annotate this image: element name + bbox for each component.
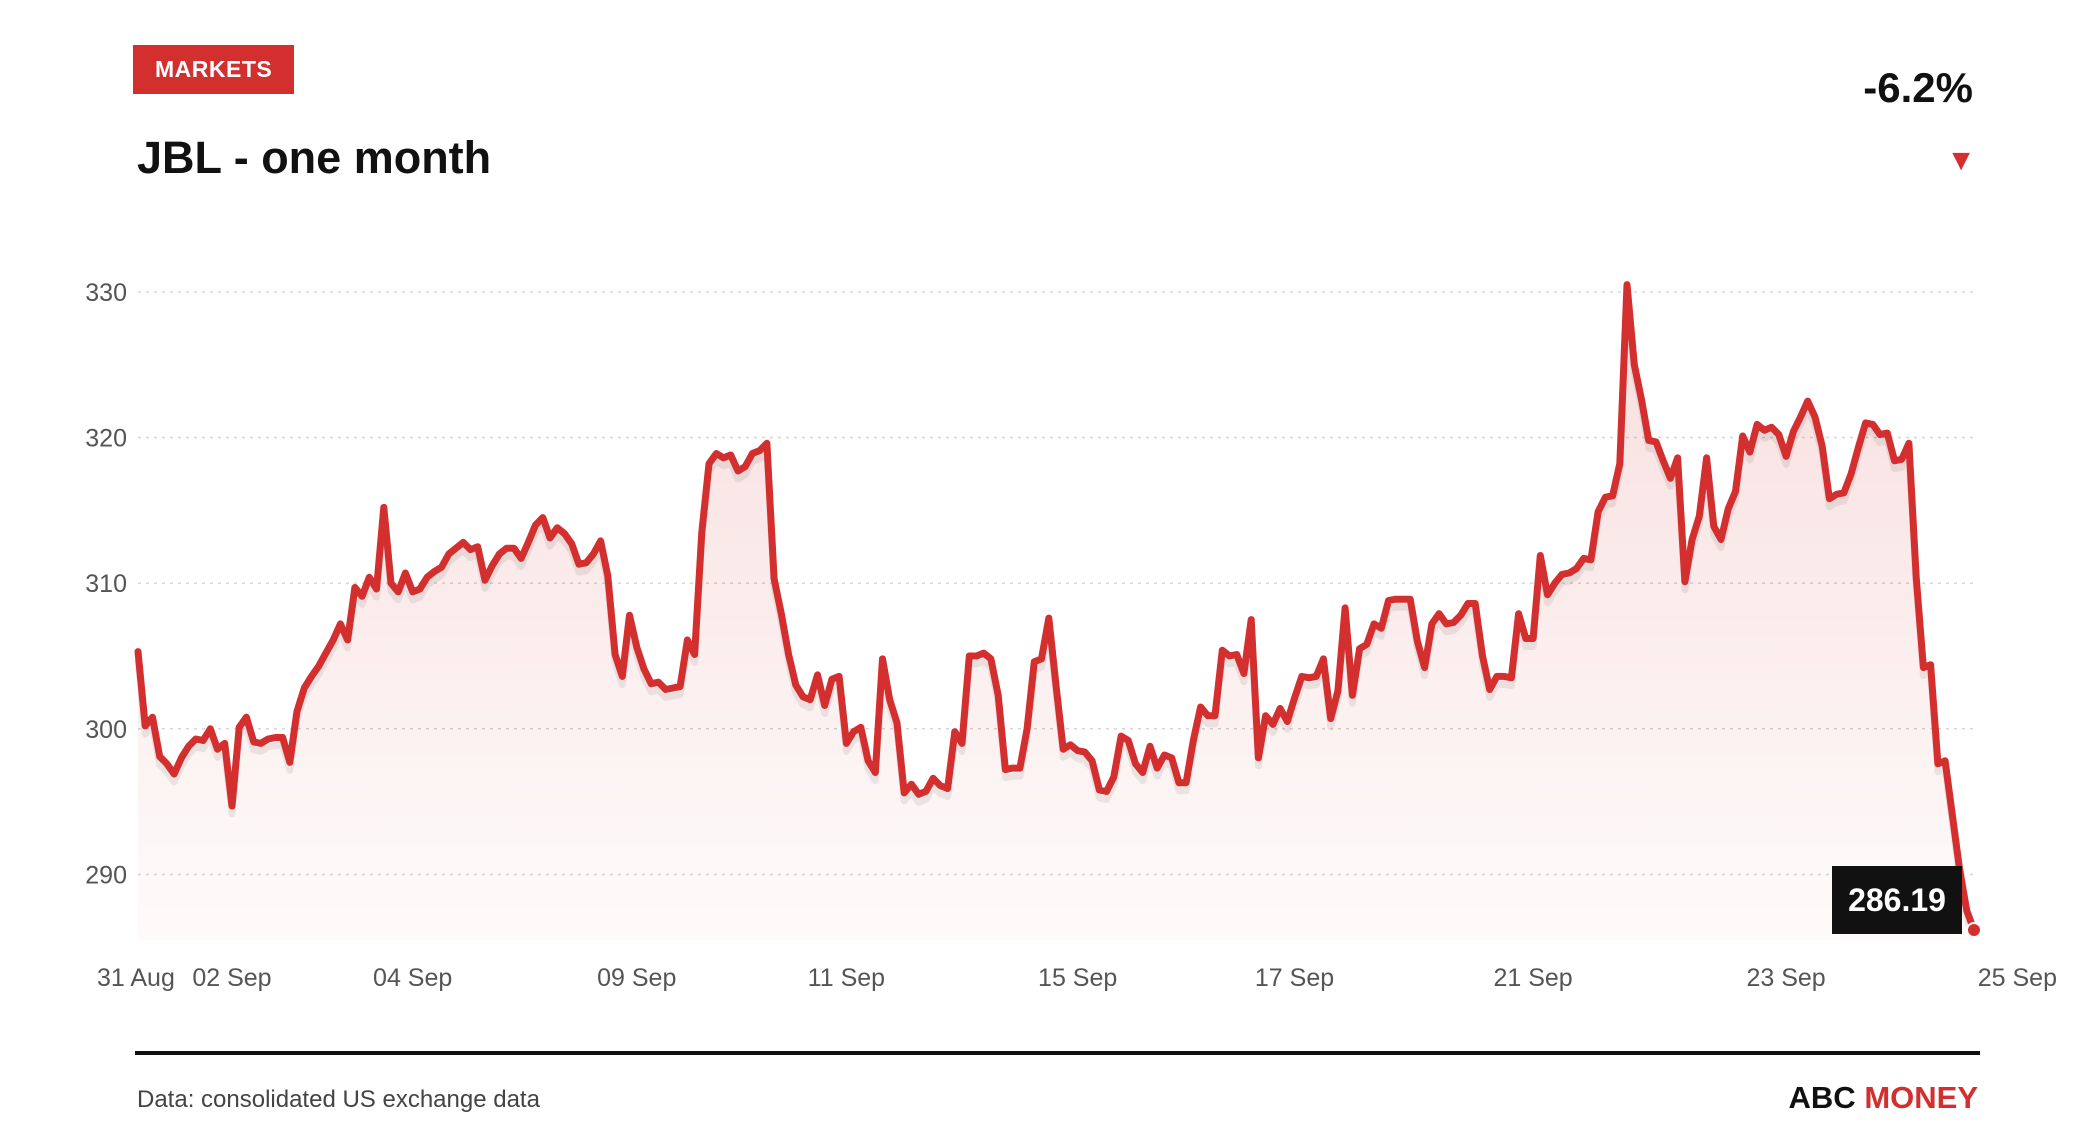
x-tick-label: 15 Sep <box>1038 964 1117 992</box>
data-source: Data: consolidated US exchange data <box>137 1086 540 1113</box>
footer-divider <box>135 1051 1980 1055</box>
page-title: JBL - one month <box>137 132 492 183</box>
y-tick-label: 300 <box>85 716 127 744</box>
last-price-label: 286.19 <box>1832 866 1962 934</box>
brand-logo: ABC MONEY <box>1789 1080 1978 1116</box>
x-tick-label: 11 Sep <box>808 964 885 992</box>
x-tick-label: 02 Sep <box>192 964 271 992</box>
x-tick-label: 17 Sep <box>1255 964 1334 992</box>
triangle-down-icon: ▼ <box>1946 144 1976 177</box>
y-tick-label: 320 <box>85 425 127 453</box>
brand-part-1: ABC <box>1788 1080 1856 1115</box>
section-badge: MARKETS <box>133 45 295 94</box>
x-tick-label: 09 Sep <box>597 964 676 992</box>
brand-part-2: MONEY <box>1864 1080 1978 1115</box>
area-fill <box>138 284 1974 941</box>
x-tick-label: 21 Sep <box>1493 964 1572 992</box>
last-point-marker <box>1966 921 1982 938</box>
y-tick-label: 330 <box>85 279 127 307</box>
price-line <box>134 281 1978 934</box>
y-tick-label: 310 <box>85 570 127 598</box>
x-tick-label: 31 Aug <box>97 964 175 992</box>
x-tick-label: 25 Sep <box>1978 964 2057 992</box>
percent-change: -6.2% <box>1863 64 1973 111</box>
x-tick-label: 23 Sep <box>1746 964 1825 992</box>
y-tick-label: 290 <box>85 861 127 889</box>
x-tick-label: 04 Sep <box>373 964 452 992</box>
